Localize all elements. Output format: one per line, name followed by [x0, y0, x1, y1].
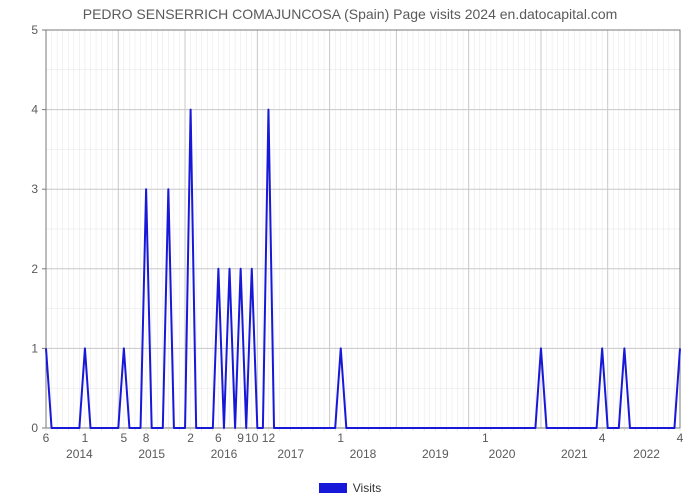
svg-text:4: 4	[599, 431, 606, 445]
svg-text:2019: 2019	[422, 447, 449, 461]
svg-text:10: 10	[245, 431, 259, 445]
svg-text:2017: 2017	[277, 447, 304, 461]
legend-label: Visits	[353, 481, 381, 495]
svg-text:2016: 2016	[211, 447, 238, 461]
svg-text:3: 3	[31, 182, 38, 196]
chart-title: PEDRO SENSERRICH COMAJUNCOSA (Spain) Pag…	[83, 6, 618, 22]
svg-text:6: 6	[215, 431, 222, 445]
svg-text:1: 1	[31, 341, 38, 355]
svg-text:4: 4	[677, 431, 684, 445]
svg-text:5: 5	[121, 431, 128, 445]
legend: Visits	[319, 481, 381, 495]
svg-text:2015: 2015	[138, 447, 165, 461]
svg-text:1: 1	[337, 431, 344, 445]
chart-svg: 0123456158269101211442014201520162017201…	[10, 24, 690, 472]
svg-text:5: 5	[31, 24, 38, 37]
svg-text:12: 12	[262, 431, 276, 445]
svg-text:6: 6	[43, 431, 50, 445]
svg-text:2: 2	[187, 431, 194, 445]
chart-container: 0123456158269101211442014201520162017201…	[10, 24, 690, 477]
svg-text:8: 8	[143, 431, 150, 445]
svg-text:2021: 2021	[561, 447, 588, 461]
svg-text:2: 2	[31, 262, 38, 276]
svg-text:1: 1	[82, 431, 89, 445]
legend-swatch	[319, 483, 347, 493]
svg-text:0: 0	[31, 421, 38, 435]
svg-text:2018: 2018	[350, 447, 377, 461]
svg-text:2014: 2014	[66, 447, 93, 461]
svg-text:2020: 2020	[489, 447, 516, 461]
svg-text:1: 1	[482, 431, 489, 445]
svg-text:4: 4	[31, 103, 38, 117]
svg-text:9: 9	[237, 431, 244, 445]
svg-text:2022: 2022	[633, 447, 660, 461]
